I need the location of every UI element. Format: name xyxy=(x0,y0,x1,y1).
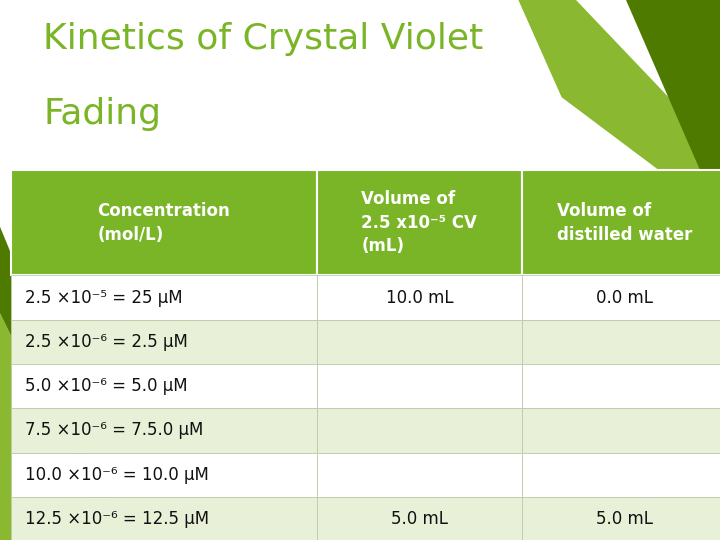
Text: 5.0 mL: 5.0 mL xyxy=(391,510,448,528)
Text: Fading: Fading xyxy=(43,97,161,131)
Text: 10.0 ×10⁻⁶ = 10.0 μM: 10.0 ×10⁻⁶ = 10.0 μM xyxy=(25,465,209,484)
Text: 10.0 mL: 10.0 mL xyxy=(386,288,453,307)
Text: 7.5 ×10⁻⁶ = 7.5.0 μM: 7.5 ×10⁻⁶ = 7.5.0 μM xyxy=(25,421,204,440)
Text: 5.0 ×10⁻⁶ = 5.0 μM: 5.0 ×10⁻⁶ = 5.0 μM xyxy=(25,377,188,395)
Text: Concentration
(mol/L): Concentration (mol/L) xyxy=(97,202,230,244)
Text: 2.5 ×10⁻⁵ = 25 μM: 2.5 ×10⁻⁵ = 25 μM xyxy=(25,288,183,307)
Text: Kinetics of Crystal Violet: Kinetics of Crystal Violet xyxy=(43,22,483,56)
Text: 0.0 mL: 0.0 mL xyxy=(596,288,653,307)
Text: 5.0 mL: 5.0 mL xyxy=(596,510,653,528)
Text: 2.5 ×10⁻⁶ = 2.5 μM: 2.5 ×10⁻⁶ = 2.5 μM xyxy=(25,333,188,351)
Text: Volume of
distilled water: Volume of distilled water xyxy=(557,202,693,244)
Text: Volume of
2.5 x10⁻⁵ CV
(mL): Volume of 2.5 x10⁻⁵ CV (mL) xyxy=(361,190,477,255)
Text: 12.5 ×10⁻⁶ = 12.5 μM: 12.5 ×10⁻⁶ = 12.5 μM xyxy=(25,510,210,528)
